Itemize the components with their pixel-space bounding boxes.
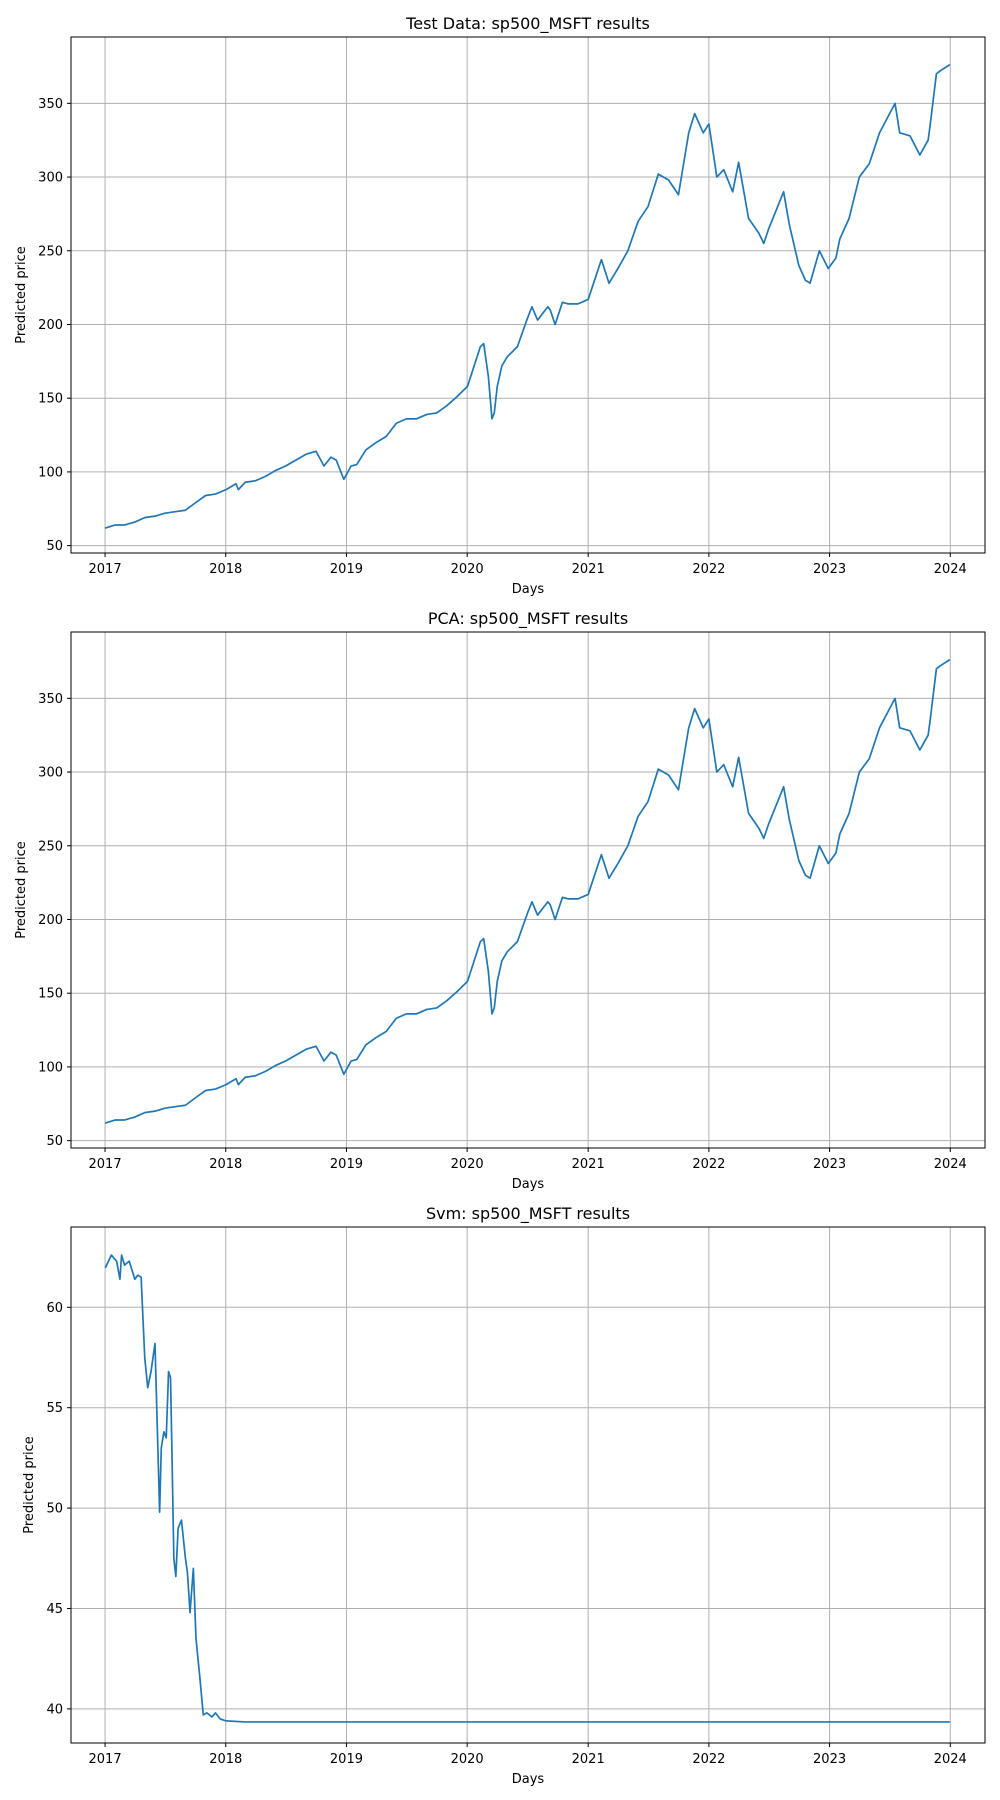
- y-tick-label: 300: [38, 171, 63, 186]
- x-tick-label: 2017: [89, 1752, 122, 1767]
- y-tick-label: 200: [38, 913, 63, 928]
- y-tick-label: 45: [46, 1602, 63, 1617]
- x-tick-label: 2017: [89, 562, 122, 577]
- x-tick-label: 2019: [330, 562, 363, 577]
- y-tick-label: 250: [38, 244, 63, 259]
- y-axis-label: Predicted price: [22, 1436, 37, 1534]
- y-tick-label: 300: [38, 766, 63, 781]
- y-tick-label: 55: [46, 1401, 63, 1416]
- chart-title: PCA: sp500_MSFT results: [428, 609, 628, 629]
- x-tick-label: 2024: [934, 1752, 967, 1767]
- chart-2: 2017 2018 2019 2020 2021 2022 2023 2024 50 100 150…: [14, 609, 986, 1192]
- series-line: [104, 659, 951, 1124]
- x-tick-label: 2021: [572, 1752, 605, 1767]
- x-tick-label: 2018: [209, 562, 242, 577]
- x-tick-label: 2022: [692, 1157, 725, 1172]
- y-tick-label: 100: [38, 465, 63, 480]
- x-tick-label: 2022: [692, 1752, 725, 1767]
- y-tick-label: 50: [46, 539, 63, 554]
- x-tick-label: 2018: [209, 1752, 242, 1767]
- x-tick-label: 2022: [692, 562, 725, 577]
- y-tick-label: 50: [46, 1134, 63, 1149]
- x-tick-label: 2020: [451, 562, 484, 577]
- x-tick-label: 2018: [209, 1157, 242, 1172]
- axes-frame: [70, 631, 986, 1149]
- x-tick-label: 2019: [330, 1157, 363, 1172]
- series-line: [104, 1254, 951, 1723]
- x-axis-label: Days: [512, 1177, 545, 1192]
- x-tick-label: 2023: [813, 1157, 846, 1172]
- y-axis-label: Predicted price: [14, 246, 29, 344]
- x-axis-label: Days: [512, 582, 545, 597]
- x-tick-label: 2017: [89, 1157, 122, 1172]
- y-tick-label: 350: [38, 692, 63, 707]
- y-tick-label: 250: [38, 839, 63, 854]
- y-axis-label: Predicted price: [14, 841, 29, 939]
- x-tick-label: 2020: [451, 1752, 484, 1767]
- chart-title: Test Data: sp500_MSFT results: [405, 14, 650, 34]
- y-tick-label: 40: [46, 1702, 63, 1717]
- x-tick-label: 2021: [572, 1157, 605, 1172]
- y-tick-label: 50: [46, 1502, 63, 1517]
- x-tick-label: 2021: [572, 562, 605, 577]
- x-tick-label: 2024: [934, 562, 967, 577]
- y-tick-label: 150: [38, 392, 63, 407]
- x-tick-label: 2023: [813, 1752, 846, 1767]
- y-tick-label: 60: [46, 1301, 63, 1316]
- x-axis-label: Days: [512, 1772, 545, 1787]
- x-tick-label: 2023: [813, 562, 846, 577]
- y-tick-label: 200: [38, 318, 63, 333]
- x-tick-label: 2019: [330, 1752, 363, 1767]
- y-tick-label: 100: [38, 1060, 63, 1075]
- axes-frame: [70, 1226, 986, 1744]
- x-tick-label: 2020: [451, 1157, 484, 1172]
- axes-frame: [70, 36, 986, 554]
- series-line: [104, 64, 951, 529]
- y-tick-label: 350: [38, 97, 63, 112]
- y-tick-label: 150: [38, 987, 63, 1002]
- x-tick-label: 2024: [934, 1157, 967, 1172]
- chart-3: 2017 2018 2019 2020 2021 2022 2023 2024 40 45 50 55…: [22, 1204, 986, 1787]
- chart-1: 2017 2018 2019 2020 2021 2022 2023 2024 50 100 150…: [14, 14, 986, 597]
- chart-title: Svm: sp500_MSFT results: [426, 1204, 630, 1224]
